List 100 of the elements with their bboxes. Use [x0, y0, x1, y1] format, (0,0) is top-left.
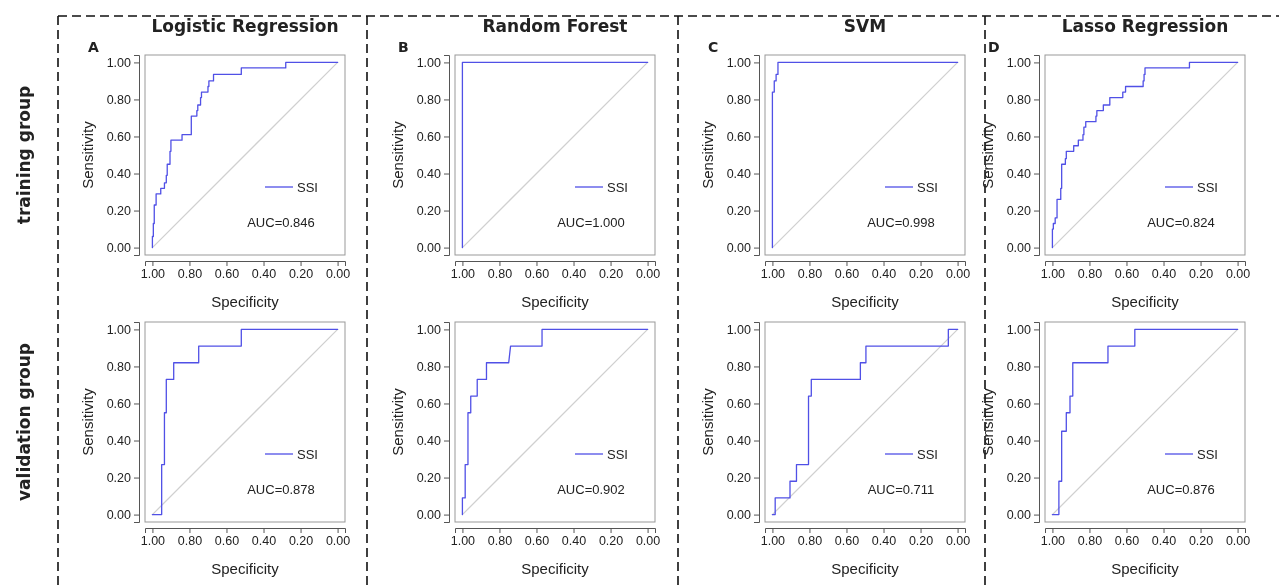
y-tick-label: 0.20	[106, 471, 132, 486]
y-tick-label: 1.00	[416, 55, 442, 70]
text: D	[988, 39, 1000, 55]
x-tick-label: 0.20	[288, 533, 314, 548]
x-tick-label: 0.60	[214, 533, 240, 548]
x-tick-label: 0.80	[797, 533, 823, 548]
legend-label: SSI	[607, 179, 628, 195]
legend-label: SSI	[917, 179, 938, 195]
x-tick-label: 0.40	[871, 533, 897, 548]
x-tick-label: 0.40	[1151, 533, 1177, 548]
y-axis-title: Sensitivity	[699, 120, 716, 189]
x-tick-label: 1.00	[760, 266, 786, 281]
y-tick-label: 0.60	[106, 396, 132, 411]
annotation: AUC=0.878	[247, 482, 315, 497]
y-tick-label: 0.20	[1006, 471, 1032, 486]
x-tick-label: 0.00	[945, 266, 971, 281]
x-tick-label: 0.40	[561, 266, 587, 281]
x-tick-label: 1.00	[450, 266, 476, 281]
x-tick-label: 1.00	[1040, 266, 1066, 281]
x-tick-label: 0.40	[561, 533, 587, 548]
x-tick-label: 0.20	[598, 533, 624, 548]
y-tick-label: 0.20	[726, 471, 752, 486]
y-tick-label: 0.20	[726, 204, 752, 219]
x-tick-label: 0.60	[524, 266, 550, 281]
text: A	[88, 39, 99, 55]
legend-label: SSI	[917, 446, 938, 462]
line-series	[1051, 61, 1239, 249]
x-tick-label: 0.80	[487, 533, 513, 548]
y-tick-label: 0.80	[106, 92, 132, 107]
y-tick-label: 0.40	[416, 167, 442, 182]
y-axis-title: Sensitivity	[979, 387, 996, 456]
y-tick-label: 0.00	[416, 508, 442, 523]
line-series	[461, 328, 649, 516]
line-series	[771, 328, 959, 516]
x-tick-label: 0.20	[288, 266, 314, 281]
y-tick-label: 0.00	[726, 241, 752, 256]
chart-title: SVM	[843, 16, 887, 36]
line-series	[151, 328, 339, 516]
x-tick-label: 0.00	[635, 266, 661, 281]
x-axis-title: Specificity	[521, 560, 590, 577]
x-tick-label: 0.00	[1225, 266, 1251, 281]
x-tick-label: 0.40	[251, 533, 277, 548]
x-tick-label: 0.20	[1188, 266, 1214, 281]
y-tick-label: 1.00	[106, 322, 132, 337]
x-tick-label: 1.00	[140, 266, 166, 281]
y-tick-label: 0.20	[1006, 204, 1032, 219]
x-tick-label: 1.00	[450, 533, 476, 548]
y-tick-label: 0.60	[416, 396, 442, 411]
y-tick-label: 0.20	[416, 471, 442, 486]
x-axis-title: Specificity	[1111, 293, 1180, 310]
text: B	[398, 39, 409, 55]
y-tick-label: 0.80	[106, 359, 132, 374]
y-axis-title: Sensitivity	[389, 387, 406, 456]
x-tick-label: 0.80	[177, 533, 203, 548]
y-tick-label: 0.80	[1006, 359, 1032, 374]
x-axis-title: Specificity	[211, 560, 280, 577]
line-series	[151, 61, 339, 249]
x-tick-label: 0.60	[1114, 266, 1140, 281]
text: C	[708, 39, 719, 55]
y-tick-label: 0.40	[1006, 434, 1032, 449]
y-tick-label: 0.60	[106, 129, 132, 144]
text: validation group	[14, 342, 34, 502]
y-tick-label: 1.00	[726, 55, 752, 70]
x-tick-label: 0.80	[487, 266, 513, 281]
y-tick-label: 1.00	[1006, 55, 1032, 70]
y-tick-label: 0.00	[726, 508, 752, 523]
chart-title: Lasso Regression	[1061, 16, 1229, 36]
x-tick-label: 0.20	[908, 533, 934, 548]
y-axis-title: Sensitivity	[389, 120, 406, 189]
line-series	[771, 61, 959, 249]
y-tick-label: 0.00	[1006, 508, 1032, 523]
y-tick-label: 0.00	[1006, 241, 1032, 256]
x-tick-label: 0.20	[598, 266, 624, 281]
annotation: AUC=1.000	[557, 215, 625, 230]
x-tick-label: 0.80	[177, 266, 203, 281]
x-tick-label: 0.20	[908, 266, 934, 281]
x-tick-label: 1.00	[1040, 533, 1066, 548]
y-axis-title: Sensitivity	[699, 387, 716, 456]
annotation: AUC=0.846	[247, 215, 315, 230]
y-tick-label: 0.80	[1006, 92, 1032, 107]
line-series	[1051, 328, 1239, 516]
x-tick-label: 1.00	[760, 533, 786, 548]
chart-title: Random Forest	[482, 16, 628, 36]
y-tick-label: 0.60	[1006, 396, 1032, 411]
legend-label: SSI	[1197, 446, 1218, 462]
y-tick-label: 0.00	[416, 241, 442, 256]
y-tick-label: 0.60	[726, 396, 752, 411]
y-tick-label: 0.80	[416, 359, 442, 374]
chart-title: Logistic Regression	[151, 16, 339, 36]
y-tick-label: 0.60	[1006, 129, 1032, 144]
x-tick-label: 0.00	[1225, 533, 1251, 548]
y-tick-label: 0.80	[726, 92, 752, 107]
x-tick-label: 0.60	[834, 266, 860, 281]
x-axis-title: Specificity	[1111, 560, 1180, 577]
legend-label: SSI	[297, 446, 318, 462]
y-axis-title: Sensitivity	[79, 387, 96, 456]
x-tick-label: 0.00	[635, 533, 661, 548]
y-axis-title: Sensitivity	[79, 120, 96, 189]
x-tick-label: 0.20	[1188, 533, 1214, 548]
x-tick-label: 0.00	[945, 533, 971, 548]
